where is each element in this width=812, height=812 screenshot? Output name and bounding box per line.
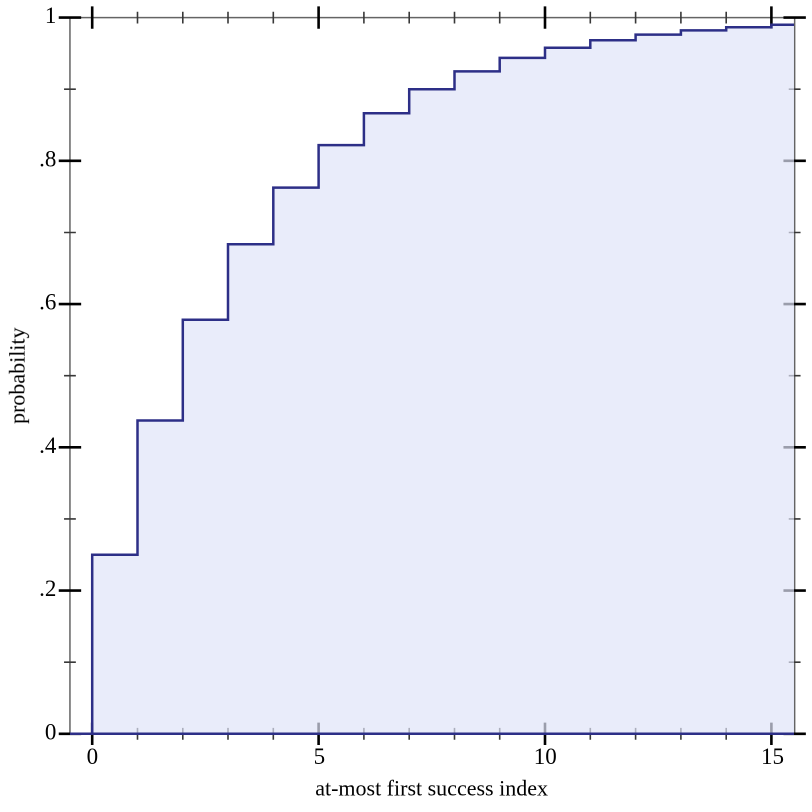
svg-text:10: 10 [534,744,557,769]
svg-text:.6: .6 [39,290,56,315]
svg-text:1: 1 [45,3,57,28]
svg-text:at-most first success index: at-most first success index [315,776,548,801]
svg-text:.4: .4 [39,433,57,458]
svg-text:15: 15 [761,744,784,769]
svg-text:.2: .2 [39,576,56,601]
svg-text:5: 5 [314,744,326,769]
svg-text:.8: .8 [39,146,56,171]
svg-text:probability: probability [5,327,30,424]
svg-text:0: 0 [45,719,57,744]
svg-text:0: 0 [87,744,99,769]
